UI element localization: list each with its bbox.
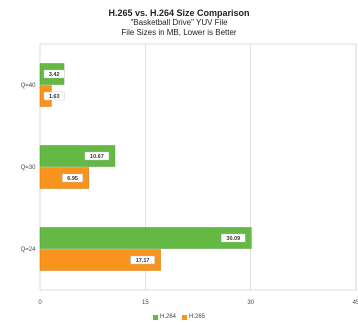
chart-subtitle-note: File Sizes in MB, Lower is Better (121, 28, 237, 37)
data-label-box (43, 69, 65, 79)
data-label: 1.63 (49, 94, 60, 100)
y-tick-label: Q=24 (21, 247, 37, 253)
legend-swatch-h265 (182, 314, 187, 320)
chart-title-block: H.265 vs. H.264 Size Comparison "Basketb… (0, 8, 358, 38)
bar-h265 (39, 249, 161, 271)
data-label-box (84, 151, 110, 161)
bar-h264 (39, 145, 116, 167)
plot-area (39, 43, 357, 291)
data-label-box (221, 233, 246, 243)
legend-swatch-h264 (152, 314, 158, 320)
data-label-box (43, 91, 65, 101)
legend-label-h265: H.265 (189, 314, 206, 320)
data-label-box (130, 255, 155, 265)
chart-title: H.265 vs. H.264 Size Comparison (108, 8, 250, 18)
data-label: 3.42 (49, 72, 60, 78)
x-tick-label: 30 (247, 300, 254, 306)
chart-legend: H.264 H.265 (0, 313, 358, 321)
bar-h264 (39, 227, 252, 249)
data-label: 6.95 (67, 176, 78, 182)
legend-item-h264: H.264 (152, 313, 176, 321)
x-tick-label: 15 (142, 300, 149, 306)
legend-label-h264: H.264 (159, 314, 176, 320)
y-tick-label: Q=30 (21, 165, 37, 171)
data-label: 17.17 (136, 258, 150, 264)
data-label: 30.09 (226, 236, 240, 242)
legend-item-h265: H.265 (182, 313, 205, 321)
data-label-box (62, 173, 84, 183)
data-label: 10.67 (90, 154, 104, 160)
x-tick-label: 0 (38, 300, 42, 306)
x-tick-label: 45 (353, 300, 358, 306)
y-tick-label: Q=40 (21, 83, 37, 89)
chart-subtitle-file: "Basketball Drive" YUV File (130, 18, 228, 27)
